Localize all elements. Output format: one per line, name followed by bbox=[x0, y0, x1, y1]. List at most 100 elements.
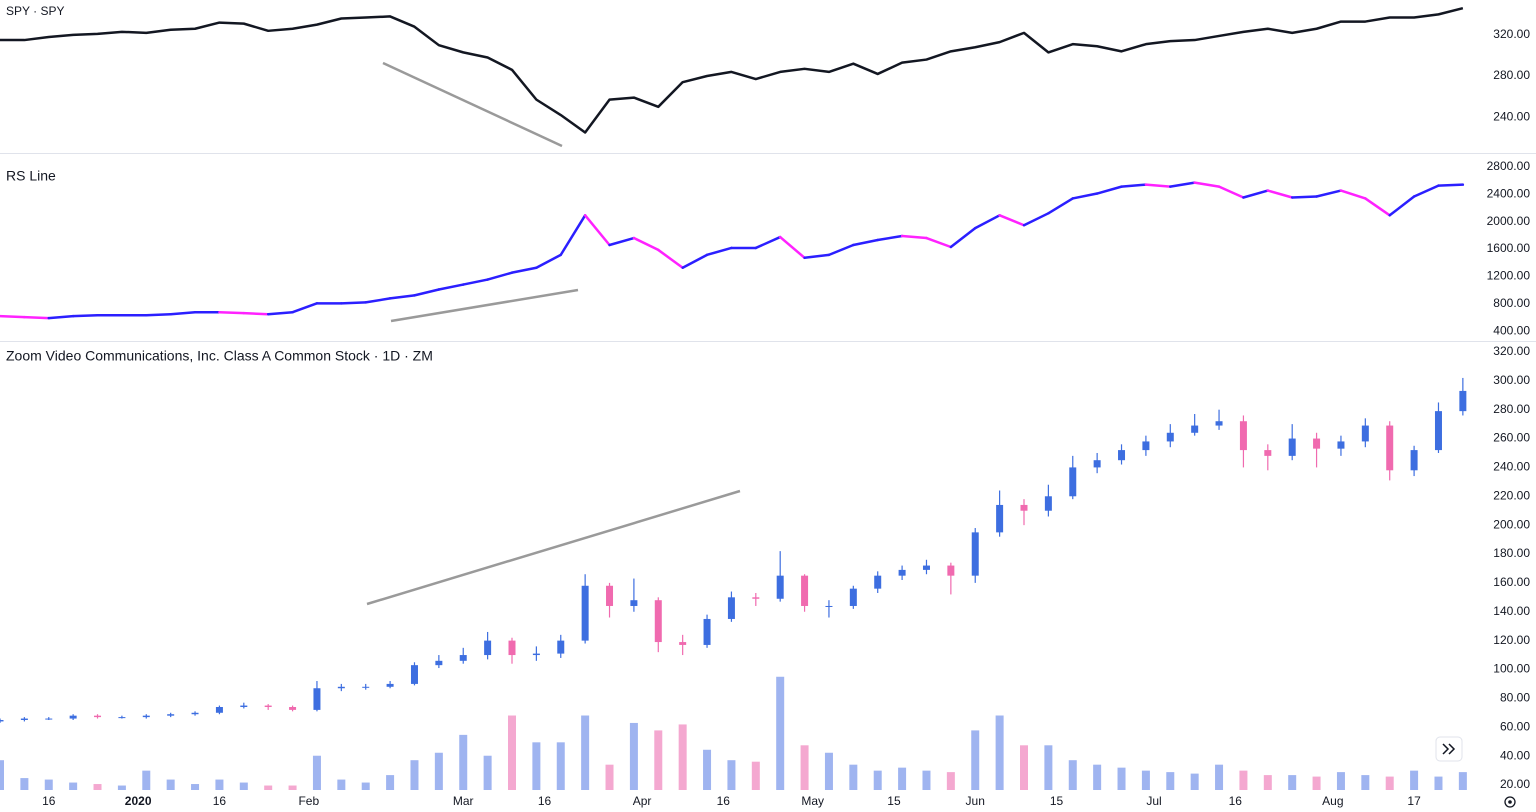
x-tick-label: Mar bbox=[453, 794, 474, 808]
candle-body bbox=[727, 597, 735, 619]
scroll-button[interactable] bbox=[1435, 736, 1463, 762]
candle-body bbox=[1093, 460, 1101, 468]
volume-bar bbox=[873, 770, 882, 790]
line-segment bbox=[705, 246, 733, 257]
candle-body bbox=[508, 640, 516, 656]
candle-body bbox=[557, 640, 565, 654]
trend-line bbox=[390, 288, 579, 323]
line-segment bbox=[486, 271, 514, 281]
candle-body bbox=[20, 718, 28, 720]
y-tick-label: 260.00 bbox=[1493, 431, 1530, 445]
volume-bar bbox=[1020, 745, 1028, 790]
volume-bar bbox=[1093, 764, 1102, 790]
volume-bar bbox=[995, 715, 1004, 790]
volume-bar bbox=[69, 782, 78, 790]
x-tick-label: Jun bbox=[966, 794, 985, 808]
volume-bar bbox=[1117, 767, 1126, 790]
line-segment bbox=[608, 236, 636, 247]
y-tick-label: 320.00 bbox=[1493, 344, 1530, 358]
line-segment bbox=[827, 243, 855, 257]
volume-bar bbox=[166, 779, 175, 790]
y-tick-label: 2000.00 bbox=[1487, 214, 1531, 228]
candle-body bbox=[1410, 450, 1418, 471]
volume-bar bbox=[1239, 770, 1248, 790]
volume-bar bbox=[386, 775, 395, 790]
line-segment bbox=[949, 226, 977, 249]
candle-body bbox=[825, 605, 833, 607]
volume-bar bbox=[1336, 772, 1345, 790]
zm-title: Zoom Video Communications, Inc. Class A … bbox=[6, 348, 433, 364]
volume-bar bbox=[117, 785, 126, 790]
x-tick-label: 16 bbox=[538, 794, 552, 808]
volume-bar bbox=[142, 770, 151, 790]
line-segment bbox=[998, 214, 1026, 227]
line-segment bbox=[437, 283, 465, 291]
settings-button[interactable] bbox=[1504, 796, 1516, 808]
line-segment bbox=[1412, 184, 1440, 198]
volume-bar bbox=[532, 742, 541, 790]
line-segment bbox=[803, 253, 831, 260]
y-tick-label: 120.00 bbox=[1493, 633, 1530, 647]
candle-body bbox=[922, 565, 930, 570]
candle-body bbox=[410, 665, 418, 684]
line-segment bbox=[583, 214, 611, 247]
x-tick-label: 15 bbox=[887, 794, 901, 808]
candle-body bbox=[630, 600, 638, 606]
y-tick-label: 280.00 bbox=[1493, 402, 1530, 416]
y-tick-label: 100.00 bbox=[1493, 662, 1530, 676]
volume-bar bbox=[1068, 760, 1077, 790]
line-segment bbox=[461, 278, 489, 286]
volume-bar bbox=[654, 730, 663, 790]
volume-bar bbox=[922, 770, 931, 790]
line-segment bbox=[413, 288, 441, 297]
line-segment bbox=[218, 310, 246, 315]
volume-bar bbox=[703, 749, 712, 790]
candle-body bbox=[679, 642, 687, 645]
volume-bar bbox=[191, 784, 200, 790]
candle-body bbox=[1020, 504, 1028, 511]
volume-bar bbox=[312, 755, 321, 790]
volume-bar bbox=[1044, 745, 1053, 790]
line-segment bbox=[876, 234, 904, 242]
y-tick-label: 160.00 bbox=[1493, 575, 1530, 589]
volume-bar bbox=[898, 767, 907, 790]
x-tick-label: Jul bbox=[1146, 794, 1161, 808]
candle-body bbox=[118, 717, 126, 719]
y-tick-label: 1200.00 bbox=[1487, 269, 1531, 283]
candle-body bbox=[996, 504, 1004, 533]
volume-bar bbox=[1263, 775, 1272, 790]
x-tick-label: 16 bbox=[1229, 794, 1243, 808]
candle-body bbox=[1459, 390, 1467, 412]
candle-body bbox=[1288, 438, 1296, 456]
line-segment bbox=[778, 235, 806, 260]
line-segment bbox=[973, 214, 1001, 230]
candle-body bbox=[898, 569, 906, 576]
x-tick-label: 16 bbox=[213, 794, 227, 808]
candle-body bbox=[435, 660, 443, 666]
line-segment bbox=[1437, 183, 1465, 187]
volume-bar bbox=[946, 772, 955, 790]
volume-bar bbox=[410, 760, 419, 790]
volume-bar bbox=[1190, 773, 1199, 790]
line-segment bbox=[1144, 183, 1172, 188]
y-tick-label: 40.00 bbox=[1500, 748, 1530, 762]
candle-body bbox=[1215, 421, 1223, 426]
line-segment bbox=[1315, 189, 1343, 198]
volume-bar bbox=[727, 760, 736, 790]
volume-bar bbox=[239, 782, 248, 790]
line-segment bbox=[657, 248, 684, 269]
volume-bar bbox=[678, 724, 687, 790]
volume-bar bbox=[1361, 775, 1370, 790]
line-segment bbox=[535, 253, 563, 269]
candle-body bbox=[1337, 441, 1345, 449]
x-tick-label: Feb bbox=[298, 794, 319, 808]
candle-body bbox=[69, 715, 77, 719]
candle-body bbox=[1264, 450, 1272, 456]
candle-body bbox=[654, 600, 662, 643]
y-tick-label: 800.00 bbox=[1493, 296, 1530, 310]
volume-bar bbox=[264, 785, 273, 790]
line-segment bbox=[1193, 181, 1221, 188]
volume-bar bbox=[44, 779, 53, 790]
